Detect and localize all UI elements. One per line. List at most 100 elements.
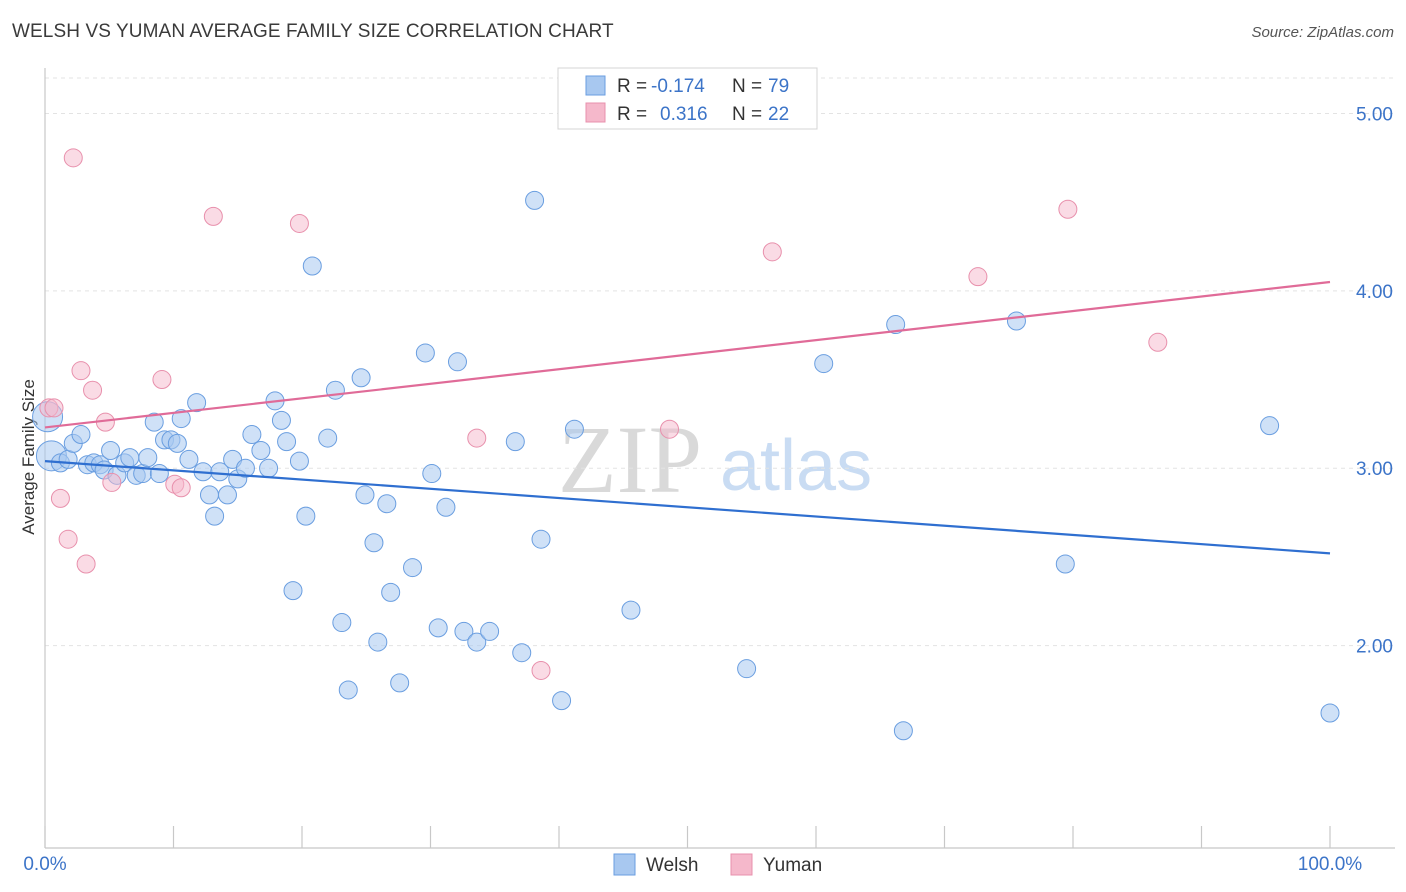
yuman-point xyxy=(71,361,91,381)
welsh-r-label: R = xyxy=(617,76,647,97)
welsh-point xyxy=(283,581,303,601)
yuman-r-label: R = xyxy=(617,104,647,125)
yuman-point xyxy=(44,398,64,418)
watermark-atlas: atlas xyxy=(720,426,872,506)
welsh-point xyxy=(242,425,262,445)
yuman-point xyxy=(1148,332,1168,352)
watermark: ZIP atlas xyxy=(558,406,872,513)
welsh-point xyxy=(271,410,291,430)
yuman-point xyxy=(76,554,96,574)
welsh-point xyxy=(1260,416,1280,436)
welsh-point xyxy=(1320,703,1340,723)
legend-welsh-swatch xyxy=(613,853,636,876)
welsh-point xyxy=(893,721,913,741)
trend-lines xyxy=(44,280,1331,555)
welsh-point xyxy=(338,680,358,700)
welsh-point xyxy=(259,458,279,478)
welsh-n-label: N = xyxy=(732,76,762,97)
welsh-point xyxy=(381,582,401,602)
yuman-point xyxy=(762,242,782,262)
y-tick-label: 4.00 xyxy=(1356,282,1393,303)
chart-title: WELSH VS YUMAN AVERAGE FAMILY SIZE CORRE… xyxy=(12,21,614,42)
welsh-point xyxy=(187,393,207,413)
welsh-point xyxy=(318,428,338,448)
welsh-point xyxy=(149,464,169,484)
welsh-point xyxy=(564,419,584,439)
yuman-point xyxy=(531,660,551,680)
y-tick-label: 2.00 xyxy=(1356,637,1393,658)
welsh-point xyxy=(390,673,410,693)
welsh-point xyxy=(205,506,225,526)
welsh-point xyxy=(467,632,487,652)
yuman-point xyxy=(83,380,103,400)
welsh-point xyxy=(1006,311,1026,331)
welsh-point xyxy=(101,441,121,460)
yuman-point xyxy=(289,213,309,233)
welsh-point xyxy=(505,432,525,452)
series-legend: Welsh Yuman xyxy=(613,853,822,876)
yuman-points xyxy=(39,148,1168,680)
welsh-point xyxy=(167,433,187,453)
yuman-point xyxy=(968,267,988,287)
welsh-point xyxy=(436,497,456,517)
welsh-point xyxy=(217,485,237,505)
yuman-r-value: 0.316 xyxy=(660,104,708,125)
welsh-point xyxy=(480,621,500,641)
welsh-point xyxy=(58,449,78,469)
welsh-point xyxy=(71,425,91,445)
x-tick-labels: 0.0% 100.0% xyxy=(23,854,1362,875)
welsh-point xyxy=(531,529,551,549)
welsh-point xyxy=(199,485,219,505)
yuman-legend-swatch xyxy=(585,102,606,123)
welsh-point xyxy=(814,354,834,374)
welsh-point xyxy=(289,451,309,471)
welsh-point xyxy=(552,691,572,711)
welsh-trend-line xyxy=(44,460,1331,555)
legend-welsh-label: Welsh xyxy=(646,855,698,876)
welsh-point xyxy=(235,458,255,478)
yuman-point xyxy=(102,472,122,492)
welsh-point xyxy=(251,441,271,460)
welsh-point xyxy=(886,315,906,335)
yuman-point xyxy=(50,488,70,508)
x-tick-label: 0.0% xyxy=(23,854,66,875)
yuman-point xyxy=(63,148,83,168)
welsh-point xyxy=(454,621,474,641)
welsh-point xyxy=(138,448,158,468)
welsh-point xyxy=(422,464,442,484)
welsh-point xyxy=(332,613,352,633)
welsh-point xyxy=(120,448,140,468)
welsh-point xyxy=(525,190,545,210)
welsh-point xyxy=(355,485,375,505)
yuman-trend-line xyxy=(44,280,1331,429)
welsh-point xyxy=(403,558,423,578)
source-credit: Source: ZipAtlas.com xyxy=(1251,24,1394,41)
y-tick-label: 5.00 xyxy=(1356,104,1393,125)
welsh-point xyxy=(737,659,757,679)
welsh-point xyxy=(277,432,297,452)
yuman-n-label: N = xyxy=(732,104,762,125)
welsh-point xyxy=(364,533,384,553)
yuman-n-value: 22 xyxy=(768,104,789,125)
x-tick-label: 100.0% xyxy=(1298,854,1363,875)
yuman-point xyxy=(467,428,487,448)
welsh-point xyxy=(210,462,230,482)
welsh-n-value: 79 xyxy=(768,76,789,97)
welsh-point xyxy=(325,380,345,400)
welsh-point xyxy=(377,494,397,514)
gridlines xyxy=(45,77,1395,647)
welsh-point xyxy=(302,256,322,276)
welsh-point xyxy=(171,409,191,429)
stats-legend: R = -0.174 N = 79 R = 0.316 N = 22 xyxy=(557,67,818,130)
y-axis-title: Average Family Size xyxy=(19,379,38,535)
yuman-point xyxy=(1058,199,1078,219)
welsh-point xyxy=(415,343,435,363)
yuman-point xyxy=(171,478,191,498)
welsh-point xyxy=(447,352,467,372)
welsh-point xyxy=(428,618,448,638)
y-tick-labels: 2.00 3.00 4.00 5.00 xyxy=(1356,104,1393,657)
welsh-point xyxy=(179,449,199,469)
legend-yuman-label: Yuman xyxy=(763,855,822,876)
welsh-point xyxy=(368,632,388,652)
